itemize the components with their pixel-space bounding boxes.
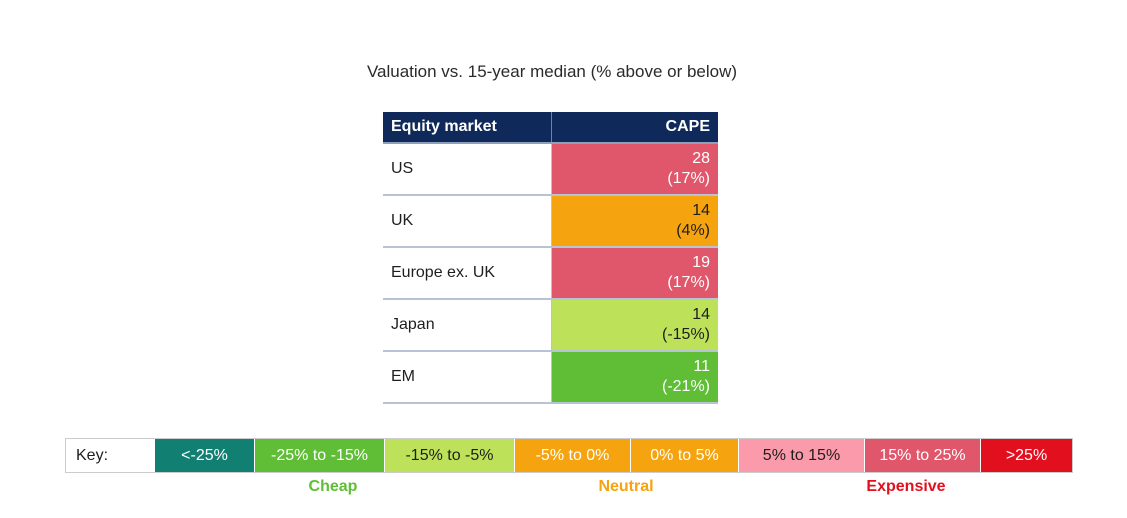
cape-value: 28 xyxy=(692,150,710,167)
table-row: UK 14 (4%) xyxy=(383,195,718,248)
key-swatch: -15% to -5% xyxy=(384,439,514,472)
market-name: EM xyxy=(383,351,552,404)
key-swatch: 15% to 25% xyxy=(864,439,980,472)
key-swatch: -5% to 0% xyxy=(514,439,630,472)
key-swatch: 0% to 5% xyxy=(630,439,738,472)
cape-cell: 14 (4%) xyxy=(551,195,718,248)
table-row: Japan 14 (-15%) xyxy=(383,299,718,352)
market-name: Europe ex. UK xyxy=(383,247,552,300)
table-row: EM 11 (-21%) xyxy=(383,351,718,404)
cape-value: 19 xyxy=(692,254,710,271)
key-swatch: <-25% xyxy=(154,439,254,472)
market-name: Japan xyxy=(383,299,552,352)
market-name: US xyxy=(383,143,552,196)
cape-vs-median: (17%) xyxy=(667,170,710,187)
key-swatch: 5% to 15% xyxy=(738,439,864,472)
column-header-equity-market: Equity market xyxy=(383,112,552,144)
cape-vs-median: (4%) xyxy=(676,222,710,239)
cape-cell: 19 (17%) xyxy=(551,247,718,300)
key-swatch: >25% xyxy=(980,439,1072,472)
table-body: US 28 (17%) UK 14 (4%) Europe ex. UK 19 (17%) Jap… xyxy=(383,143,718,404)
cape-vs-median: (-21%) xyxy=(661,378,710,395)
cape-value: 11 xyxy=(693,358,710,375)
cape-vs-median: (-15%) xyxy=(661,326,710,343)
cape-cell: 14 (-15%) xyxy=(551,299,718,352)
key-swatch: -25% to -15% xyxy=(254,439,384,472)
table-row: US 28 (17%) xyxy=(383,143,718,196)
key-group-cheap: Cheap xyxy=(308,478,358,495)
key-label: Key: xyxy=(66,439,154,472)
cape-vs-median: (17%) xyxy=(667,274,710,291)
cape-cell: 11 (-21%) xyxy=(551,351,718,404)
key-group-expensive: Expensive xyxy=(866,478,946,495)
table-header-row: Equity market CAPE xyxy=(383,112,718,144)
cape-value: 14 xyxy=(692,306,710,323)
market-name: UK xyxy=(383,195,552,248)
column-header-cape: CAPE xyxy=(551,112,718,144)
chart-title: Valuation vs. 15-year median (% above or… xyxy=(366,62,738,81)
cape-cell: 28 (17%) xyxy=(551,143,718,196)
table-row: Europe ex. UK 19 (17%) xyxy=(383,247,718,300)
valuation-table: Equity market CAPE US 28 (17%) UK 14 (4%) Euro… xyxy=(383,112,718,404)
cape-value: 14 xyxy=(692,202,710,219)
key-group-neutral: Neutral xyxy=(598,478,654,495)
color-key: Key: <-25% -25% to -15% -15% to -5% -5% to … xyxy=(65,438,1073,473)
